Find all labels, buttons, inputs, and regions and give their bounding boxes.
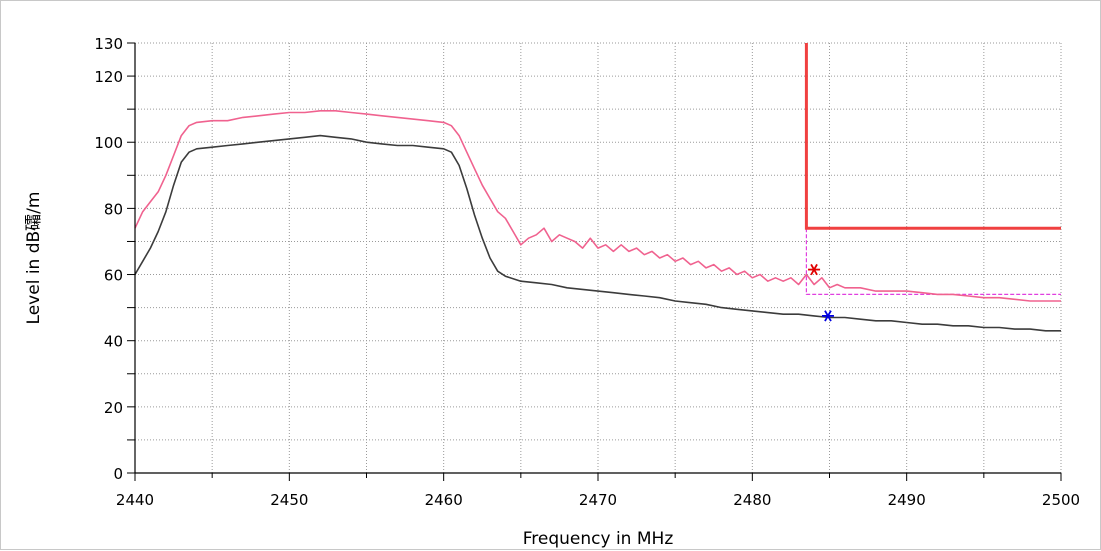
x-tick-label: 2490: [888, 491, 926, 509]
marker-stroke: [810, 263, 818, 276]
y-tick-label: 80: [104, 200, 123, 218]
marker-stroke: [824, 310, 832, 322]
series-line-0: [134, 110, 1061, 302]
x-tick-label: 2470: [579, 491, 617, 509]
grid: [135, 42, 1062, 473]
x-tick-label: 2500: [1042, 491, 1080, 509]
marker-0: [808, 263, 821, 276]
x-tick-label: 2440: [116, 491, 154, 509]
series-line-1: [134, 134, 1061, 332]
y-tick-label: 0: [113, 465, 123, 483]
series-lines: [134, 43, 1061, 332]
y-axis-title: Level in dB礵/m: [24, 192, 44, 325]
limit-line: [804, 43, 1061, 230]
limit-line-dashed: [805, 228, 1061, 295]
x-axis-title: Frequency in MHz: [523, 529, 674, 549]
x-tick-label: 2450: [270, 491, 308, 509]
axis-ticks: 2440 2450 2460 2470 2480 2490 2500 0 20 40 60 80 100…: [94, 35, 1080, 509]
marker-1: [821, 310, 834, 322]
y-tick-label: 40: [104, 333, 123, 351]
y-tick-label: 120: [94, 68, 123, 86]
x-tick-label: 2480: [733, 491, 771, 509]
x-tick-label: 2460: [425, 491, 463, 509]
y-tick-label: 60: [104, 267, 123, 285]
y-tick-label: 20: [104, 399, 123, 417]
markers: [808, 263, 834, 322]
y-tick-label: 100: [94, 134, 123, 152]
y-tick-label: 130: [94, 35, 123, 53]
